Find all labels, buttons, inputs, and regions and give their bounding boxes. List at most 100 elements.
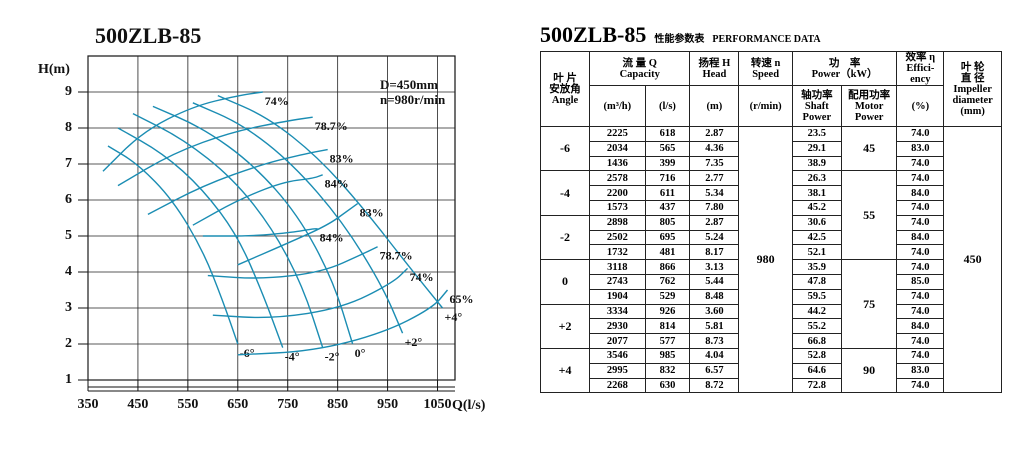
- header-text: diameter: [952, 94, 993, 106]
- table-cell: 85.0: [896, 273, 945, 290]
- table-cell: 762: [644, 273, 691, 290]
- curve: [237, 289, 449, 356]
- table-cell: 4.04: [689, 347, 740, 364]
- table-cell: 814: [644, 318, 691, 335]
- curve-label: 83%: [330, 151, 354, 165]
- x-tick-label: 750: [277, 397, 298, 412]
- table-cell: 3334: [589, 303, 646, 320]
- table-cell: 38.1: [791, 185, 842, 201]
- y-tick-label: 9: [65, 84, 72, 99]
- table-header: 叶 片安放角 Angle 流 量 Q Capacity 扬程 H Head 转速 n Spee…: [539, 51, 1002, 127]
- table-cell: 45: [840, 125, 898, 172]
- table-cell: 805: [644, 214, 691, 231]
- curve-label: -6°: [240, 346, 255, 360]
- y-tick-label: 7: [65, 156, 72, 171]
- table-cell: 2898: [589, 214, 646, 231]
- table-row: 2200 611 5.34 38.1 84.0: [541, 185, 1002, 201]
- table-cell: 2.87: [689, 126, 740, 142]
- table-cell: 5.24: [689, 229, 740, 246]
- curve: [132, 112, 324, 348]
- header-cell: 叶 片安放角 Angle: [539, 51, 591, 127]
- table-cell: 1732: [589, 244, 646, 261]
- curve: [117, 116, 313, 187]
- curve: [192, 174, 323, 226]
- table-cell: 42.5: [791, 229, 842, 246]
- table-cell: 74.0: [896, 170, 945, 187]
- table-cell: 2225: [589, 126, 646, 142]
- table-cell: 926: [644, 303, 691, 320]
- table-row: +4 3546 985 4.04 52.8 90 74.0: [539, 347, 1002, 394]
- table-cell: 44.2: [791, 303, 842, 320]
- table-cell: 8.73: [689, 333, 740, 349]
- table-cell: -4: [539, 170, 591, 216]
- header-text: Head: [702, 68, 727, 80]
- table-cell: 52.8: [791, 347, 842, 364]
- table-cell: -2: [539, 214, 591, 261]
- header-text: (l/s): [659, 100, 676, 112]
- annotation: n=980r/min: [380, 92, 446, 107]
- table-cell: 26.3: [791, 170, 842, 187]
- table-cell: 8.72: [689, 377, 740, 394]
- table-cell: 1573: [589, 199, 646, 216]
- table-row: 2502 695 5.24 42.5 84.0: [541, 229, 1002, 246]
- curve-label: -4°: [285, 349, 300, 363]
- table-cell: 45.2: [791, 199, 842, 216]
- x-tick-label: 1050: [424, 397, 452, 412]
- chart: 500ZLB-85 H(m) Q(l/s) D=450mm n=980r/min…: [38, 23, 486, 413]
- table-subtitle: PERFORMANCE DATA: [712, 34, 821, 45]
- header-text: Angle: [551, 94, 579, 106]
- header-cell: (l/s): [644, 85, 691, 127]
- table-cell: 2578: [589, 170, 646, 187]
- curve-label: 83%: [360, 205, 384, 219]
- table-cell: 3.60: [689, 303, 740, 320]
- table-row: -6 2225 618 2.87 980 23.5 45 74.0 450: [539, 125, 1002, 394]
- y-tick-label: 2: [65, 336, 72, 351]
- curve-label: 84%: [320, 231, 344, 245]
- table-row: 0 3118 866 3.13 35.9 75 74.0: [539, 259, 1002, 349]
- table-cell: 74.0: [896, 347, 945, 364]
- table-cell: 90: [840, 347, 898, 394]
- curve-label: -2°: [325, 349, 340, 363]
- header-text: 流 量 Q: [622, 57, 657, 69]
- y-tick-label: 3: [65, 300, 72, 315]
- curve: [192, 102, 404, 334]
- y-tick-label: 4: [65, 264, 72, 279]
- table-cell: 437: [644, 199, 691, 216]
- table-cell: 64.6: [791, 362, 842, 379]
- performance-table: 叶 片安放角 Angle 流 量 Q Capacity 扬程 H Head 转速 n Spee…: [539, 51, 1002, 394]
- table-cell: 55: [840, 170, 898, 261]
- table-cell: 84.0: [896, 229, 945, 246]
- table-cell: 2.87: [689, 214, 740, 231]
- table-cell: 529: [644, 288, 691, 305]
- x-tick-label: 350: [78, 397, 99, 412]
- x-tick-label: 850: [327, 397, 348, 412]
- table-cell: 985: [644, 347, 691, 364]
- header-cell: 轴功率 Shaft Power: [791, 85, 842, 127]
- header-text: (mm): [960, 105, 985, 117]
- table-cell: 83.0: [896, 140, 945, 157]
- header-cell: 功 率 Power（kW）: [791, 51, 898, 86]
- header-cell: (%): [896, 85, 945, 127]
- table-cell: 2502: [589, 229, 646, 246]
- table-cell: 29.1: [791, 140, 842, 157]
- curve-label: 78.7%: [380, 249, 413, 263]
- table-cell: 2.77: [689, 170, 740, 187]
- table-cell: 1436: [589, 155, 646, 172]
- table-cell: 2077: [589, 333, 646, 349]
- y-tick-label: 1: [65, 372, 72, 387]
- curve: [237, 203, 359, 266]
- table-cell: 74.0: [896, 303, 945, 320]
- header-text: Motor: [854, 100, 884, 112]
- header-cell: 效率 η Effici-ency: [896, 51, 945, 86]
- curve: [107, 145, 239, 345]
- header-text: 效率 η: [905, 52, 936, 63]
- table-cell: 2995: [589, 362, 646, 379]
- table-cell: 6.57: [689, 362, 740, 379]
- table-cell: 55.2: [791, 318, 842, 335]
- header-text: 叶 片: [553, 72, 577, 84]
- header-text: Power: [802, 111, 832, 123]
- table-cell: 565: [644, 140, 691, 157]
- table-cell: 3546: [589, 347, 646, 364]
- table-row: 2034 565 4.36 29.1 83.0: [541, 140, 1002, 157]
- header-cell: 叶 轮直 径 Impeller diameter (mm): [943, 51, 1002, 127]
